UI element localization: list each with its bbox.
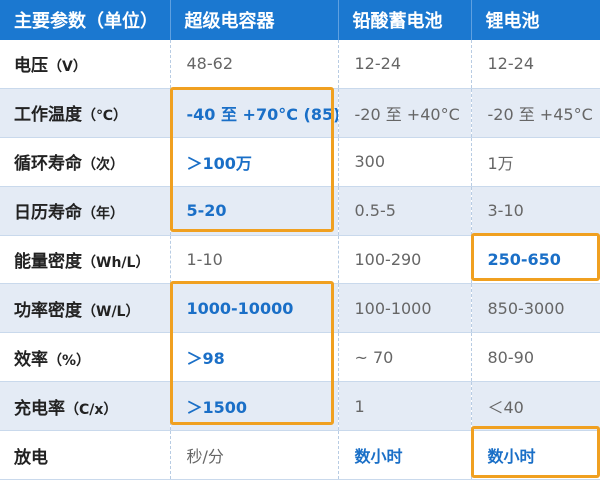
cell-lead-acid: 0.5-5 — [337, 186, 471, 236]
header-param: 主要参数（单位） — [0, 0, 170, 40]
table-row: 充电率（C/x） ＞1500 1 ＜40 — [0, 381, 600, 431]
row-label-text: 放电 — [14, 447, 48, 468]
row-label-text: 功率密度 — [14, 300, 82, 321]
cell-lithium: 80-90 — [470, 332, 600, 383]
cell-supercapacitor: 1-10 — [169, 235, 338, 285]
row-label: 充电率（C/x） — [0, 381, 170, 431]
row-unit: （年） — [82, 206, 124, 223]
row-label: 电压（V） — [0, 40, 170, 89]
header-supercapacitor: 超级电容器 — [169, 0, 338, 40]
row-label-text: 日历寿命 — [14, 203, 82, 224]
cell-lead-acid: 300 — [337, 137, 471, 187]
row-label-text: 能量密度 — [14, 251, 82, 272]
cell-lithium: 3-10 — [470, 186, 600, 236]
header-lead-acid-battery: 铅酸蓄电池 — [337, 0, 471, 40]
cell-supercapacitor: 秒/分 — [169, 430, 338, 480]
row-label: 能量密度（Wh/L） — [0, 235, 170, 285]
table-row: 功率密度（W/L） 1000-10000 100-1000 850-3000 — [0, 283, 600, 334]
row-label: 工作温度（℃） — [0, 88, 170, 138]
cell-lithium: 12-24 — [470, 40, 600, 89]
row-label-text: 循环寿命 — [14, 154, 82, 175]
row-label-text: 工作温度 — [14, 105, 82, 126]
cell-lithium: 1万 — [470, 137, 600, 187]
cell-supercapacitor: ＞100万 — [169, 137, 338, 187]
row-label: 日历寿命（年） — [0, 186, 170, 236]
table-row: 能量密度（Wh/L） 1-10 100-290 250-650 — [0, 235, 600, 285]
table-row: 放电 秒/分 数小时 数小时 — [0, 430, 600, 480]
cell-supercapacitor: 1000-10000 — [169, 283, 338, 334]
cell-lithium: -20 至 +45°C — [470, 88, 600, 138]
cell-supercapacitor: ＞1500 — [169, 381, 338, 431]
header-row: 主要参数（单位） 超级电容器 铅酸蓄电池 锂电池 — [0, 0, 600, 40]
row-unit: （Wh/L） — [82, 254, 150, 271]
row-label: 循环寿命（次） — [0, 137, 170, 187]
table-row: 工作温度（℃） -40 至 +70°C (85) -20 至 +40°C -20… — [0, 88, 600, 138]
cell-lithium: ＜40 — [470, 381, 600, 431]
row-label-text: 充电率 — [14, 398, 65, 419]
row-unit: （V） — [48, 59, 87, 76]
cell-lithium: 250-650 — [470, 235, 600, 285]
cell-lead-acid: ~ 70 — [337, 332, 471, 383]
row-unit: （C/x） — [65, 401, 118, 418]
row-label-text: 电压 — [14, 56, 48, 77]
cell-supercapacitor: 48-62 — [169, 40, 338, 89]
row-unit: （℃） — [82, 108, 127, 125]
header-lithium-battery: 锂电池 — [470, 0, 600, 40]
row-unit: （W/L） — [82, 303, 140, 320]
row-unit: （次） — [82, 157, 124, 174]
cell-lithium: 数小时 — [470, 430, 600, 480]
cell-supercapacitor: ＞98 — [169, 332, 338, 383]
cell-lithium: 850-3000 — [470, 283, 600, 334]
table-row: 日历寿命（年） 5-20 0.5-5 3-10 — [0, 186, 600, 236]
cell-lead-acid: 100-1000 — [337, 283, 471, 334]
cell-lead-acid: 100-290 — [337, 235, 471, 285]
row-label: 效率（%） — [0, 332, 170, 383]
row-label: 功率密度（W/L） — [0, 283, 170, 334]
cell-lead-acid: -20 至 +40°C — [337, 88, 471, 138]
cell-supercapacitor: 5-20 — [169, 186, 338, 236]
cell-lead-acid: 12-24 — [337, 40, 471, 89]
cell-lead-acid: 数小时 — [337, 430, 471, 480]
table-row: 电压（V） 48-62 12-24 12-24 — [0, 40, 600, 89]
row-label: 放电 — [0, 430, 170, 480]
table-row: 循环寿命（次） ＞100万 300 1万 — [0, 137, 600, 187]
row-unit: （%） — [48, 352, 91, 369]
cell-supercapacitor: -40 至 +70°C (85) — [169, 88, 338, 138]
table-row: 效率（%） ＞98 ~ 70 80-90 — [0, 332, 600, 383]
row-label-text: 效率 — [14, 349, 48, 370]
cell-lead-acid: 1 — [337, 381, 471, 431]
